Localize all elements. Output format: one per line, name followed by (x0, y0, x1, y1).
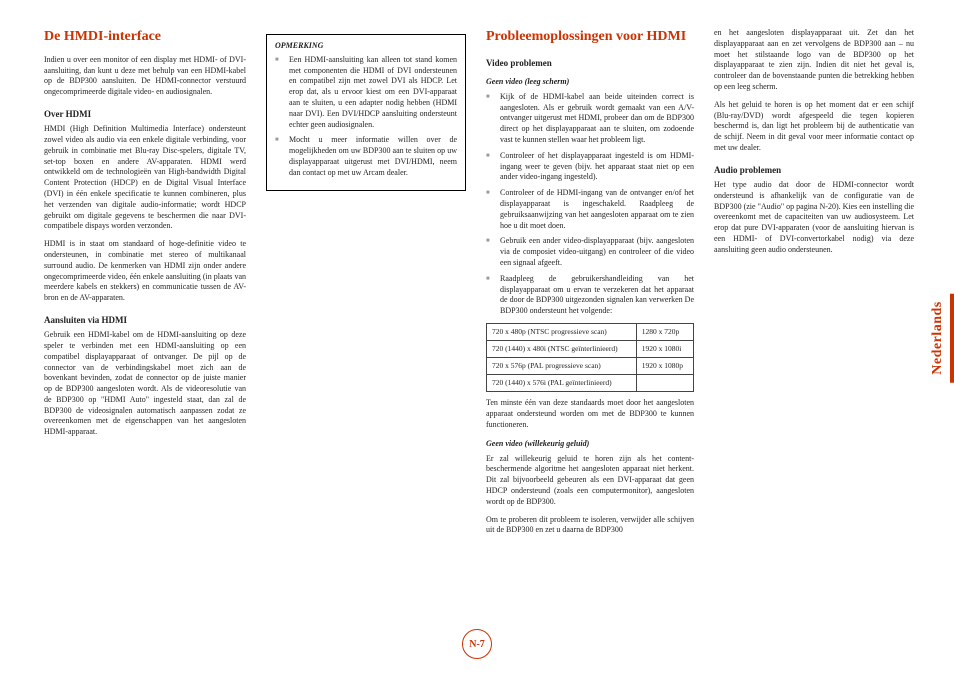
list-item: Raadpleeg de gebruikershandleiding van h… (500, 274, 694, 317)
table-cell: 1920 x 1080i (636, 341, 693, 358)
page-number-badge: N-7 (462, 629, 492, 659)
heading-hdmi-interface: De HMDI-interface (44, 28, 246, 47)
list-item: Controleer of het displayapparaat ingest… (500, 151, 694, 183)
table-row: 720 x 480p (NTSC progressieve scan)1280 … (487, 323, 694, 340)
body-text: Om te proberen dit probleem te isoleren,… (486, 515, 694, 537)
body-text: Als het geluid te horen is op het moment… (714, 100, 914, 154)
list-item: Kijk of de HDMI-kabel aan beide uiteinde… (500, 92, 694, 146)
table-cell: 1280 x 720p (636, 323, 693, 340)
table-row: 720 (1440) x 576i (PAL geïnterlinieerd) (487, 375, 694, 392)
body-text: Ten minste één van deze standaards moet … (486, 398, 694, 430)
troubleshoot-list: Kijk of de HDMI-kabel aan beide uiteinde… (486, 92, 694, 317)
list-item: Controleer of de HDMI-ingang van de ontv… (500, 188, 694, 231)
heading-video-problemen: Video problemen (486, 57, 694, 69)
note-item: Een HDMI-aansluiting kan alleen tot stan… (289, 55, 457, 131)
table-row: 720 x 576p (PAL progressieve scan)1920 x… (487, 358, 694, 375)
heading-troubleshoot: Probleemoplossingen voor HDMI (486, 28, 694, 47)
table-cell (636, 375, 693, 392)
column-4: en het aangesloten displayapparaat uit. … (714, 28, 914, 543)
table-row: 720 (1440) x 480i (NTSC geïnterlinieerd)… (487, 341, 694, 358)
heading-geen-video-leeg: Geen video (leeg scherm) (486, 77, 694, 88)
column-1: De HMDI-interface Indien u over een moni… (44, 28, 246, 543)
table-cell: 720 (1440) x 480i (NTSC geïnterlinieerd) (487, 341, 637, 358)
note-item: Mocht u meer informatie willen over de m… (289, 135, 457, 178)
body-text: Gebruik een HDMI-kabel om de HDMI-aanslu… (44, 330, 246, 438)
table-cell: 720 x 576p (PAL progressieve scan) (487, 358, 637, 375)
heading-aansluiten: Aansluiten via HDMI (44, 314, 246, 326)
note-title: OPMERKING (275, 41, 457, 52)
body-text: en het aangesloten displayapparaat uit. … (714, 28, 914, 93)
intro-paragraph: Indien u over een monitor of een display… (44, 55, 246, 98)
column-3: Probleemoplossingen voor HDMI Video prob… (486, 28, 694, 543)
language-tab: Nederlands (927, 293, 954, 382)
body-text: Het type audio dat door de HDMI-connecto… (714, 180, 914, 256)
table-cell: 1920 x 1080p (636, 358, 693, 375)
table-cell: 720 x 480p (NTSC progressieve scan) (487, 323, 637, 340)
column-2: OPMERKING Een HDMI-aansluiting kan allee… (266, 28, 466, 543)
list-item: Gebruik een ander video-displayapparaat … (500, 236, 694, 268)
heading-geen-video-geluid: Geen video (willekeurig geluid) (486, 439, 694, 450)
heading-over-hdmi: Over HDMI (44, 108, 246, 120)
note-list: Een HDMI-aansluiting kan alleen tot stan… (275, 55, 457, 179)
resolution-table: 720 x 480p (NTSC progressieve scan)1280 … (486, 323, 694, 393)
body-text: HMDI (High Definition Multimedia Interfa… (44, 124, 246, 232)
body-text: HDMI is in staat om standaard of hoge-de… (44, 239, 246, 304)
heading-audio-problemen: Audio problemen (714, 164, 914, 176)
table-cell: 720 (1440) x 576i (PAL geïnterlinieerd) (487, 375, 637, 392)
note-box: OPMERKING Een HDMI-aansluiting kan allee… (266, 34, 466, 191)
body-text: Er zal willekeurig geluid te horen zijn … (486, 454, 694, 508)
